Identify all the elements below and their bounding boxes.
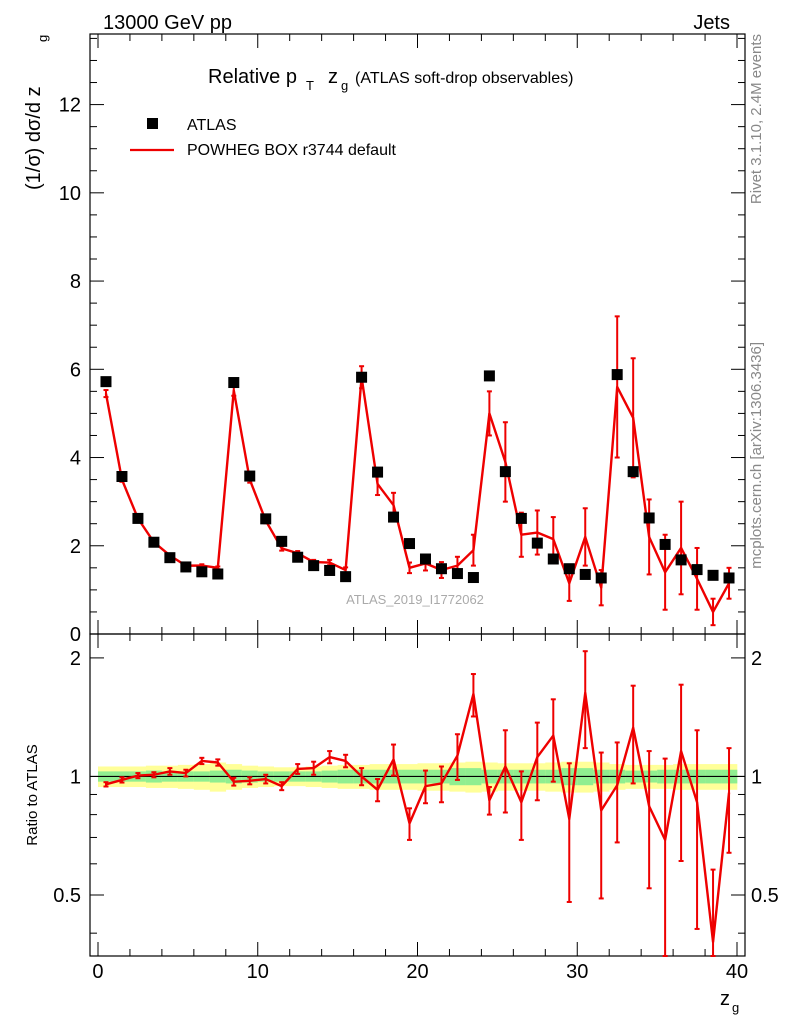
atlas-data-point [356,371,368,383]
title-paren: (ATLAS soft-drop observables) [355,70,573,87]
rivet-version-label: Rivet 3.1.10, 2.4M events [748,34,765,204]
atlas-data-point [324,564,336,576]
x-tick-label: 30 [566,961,588,983]
atlas-data-point [547,553,559,565]
powheg-ratio-series [103,650,732,957]
atlas-data-point [611,369,623,381]
title-z: z [328,66,338,88]
ratio-y-tick-label: 2 [70,648,81,670]
powheg-ratio-line [105,691,731,944]
atlas-data-point [308,560,320,572]
title-sub-g: g [341,78,348,93]
x-axis-label-sub: g [732,1000,739,1015]
ratio-y-tick-label: 0.5 [53,885,81,907]
main-y-tick-label: 12 [59,95,81,117]
atlas-data-point [116,471,128,482]
main-y-tick-label: 0 [70,624,81,646]
y-axis-label-sub: g [35,35,50,42]
atlas-data-point [100,376,112,388]
atlas-data-point [467,572,479,584]
x-tick-label: 40 [726,961,748,983]
legend: ATLAS POWHEG BOX r3744 default [130,117,397,159]
atlas-data-point [292,551,304,563]
atlas-data-point [276,535,288,547]
x-tick-label: 20 [406,961,428,983]
atlas-data-point [212,568,224,580]
atlas-data-point [164,552,176,564]
atlas-data-point [228,377,240,389]
atlas-data-point [180,561,192,573]
plot-title: Relative p T z g (ATLAS soft-drop observ… [208,66,573,93]
main-y-tick-label: 2 [70,536,81,558]
atlas-data-point [148,536,160,548]
main-y-tick-label: 4 [70,448,81,470]
atlas-data-series [100,369,735,584]
x-axis-label: z [720,988,730,1010]
main-y-tick-label: 6 [70,359,81,381]
powheg-line [104,376,731,614]
ratio-y-tick-label: 1 [70,766,81,788]
atlas-data-point [499,466,511,478]
main-y-tick-label: 8 [70,271,81,293]
atlas-data-point [595,572,607,584]
atlas-data-point [404,538,416,550]
main-y-axis-title: (1/σ) dσ/d z g [23,35,50,190]
atlas-data-point [579,568,591,580]
atlas-data-point [643,512,655,524]
x-tick-label: 10 [247,961,269,983]
atlas-data-point [531,537,543,549]
title-main: Relative p [208,66,297,88]
atlas-data-point [340,571,352,583]
atlas-data-point [707,569,719,581]
energy-label: 13000 GeV pp [103,12,232,34]
x-axis-title: z g [720,988,739,1015]
ratio-axis-ticks: 0.5 0.51 12 20 10 20 30 40 [53,634,779,983]
atlas-data-point [419,553,431,565]
mcplots-label: mcplots.cern.ch [arXiv:1306.3436] [748,342,765,569]
atlas-data-point [515,512,527,524]
atlas-data-point [196,566,208,578]
ratio-y-tick-label-right: 0.5 [751,885,779,907]
title-sub-t: T [306,78,314,93]
ratio-y-tick-label-right: 2 [751,648,762,670]
atlas-data-point [244,470,256,482]
atlas-data-point [451,568,463,580]
analysis-watermark: ATLAS_2019_I1772062 [346,592,484,607]
atlas-data-point [435,563,447,575]
legend-powheg-label: POWHEG BOX r3744 default [187,142,397,159]
atlas-data-point [563,563,575,575]
main-axis-ticks: 0 2 4 6 8 10 12 [59,34,745,646]
atlas-data-point [691,564,703,576]
atlas-data-point [723,572,735,584]
atlas-data-point [659,538,671,550]
ratio-y-axis-label: Ratio to ATLAS [24,744,41,845]
atlas-data-point [483,370,495,382]
legend-atlas-label: ATLAS [187,117,237,134]
x-tick-label: 0 [92,961,103,983]
atlas-data-point [132,512,144,524]
atlas-data-point [372,466,384,478]
y-axis-label: (1/σ) dσ/d z [23,86,45,190]
main-y-tick-label: 10 [59,183,81,205]
process-label: Jets [693,12,730,34]
atlas-data-point [388,511,400,523]
atlas-data-point [675,554,687,566]
atlas-data-point [627,466,639,478]
atlas-data-point [260,513,272,525]
legend-atlas-marker [147,118,158,129]
ratio-y-tick-label-right: 1 [751,766,762,788]
